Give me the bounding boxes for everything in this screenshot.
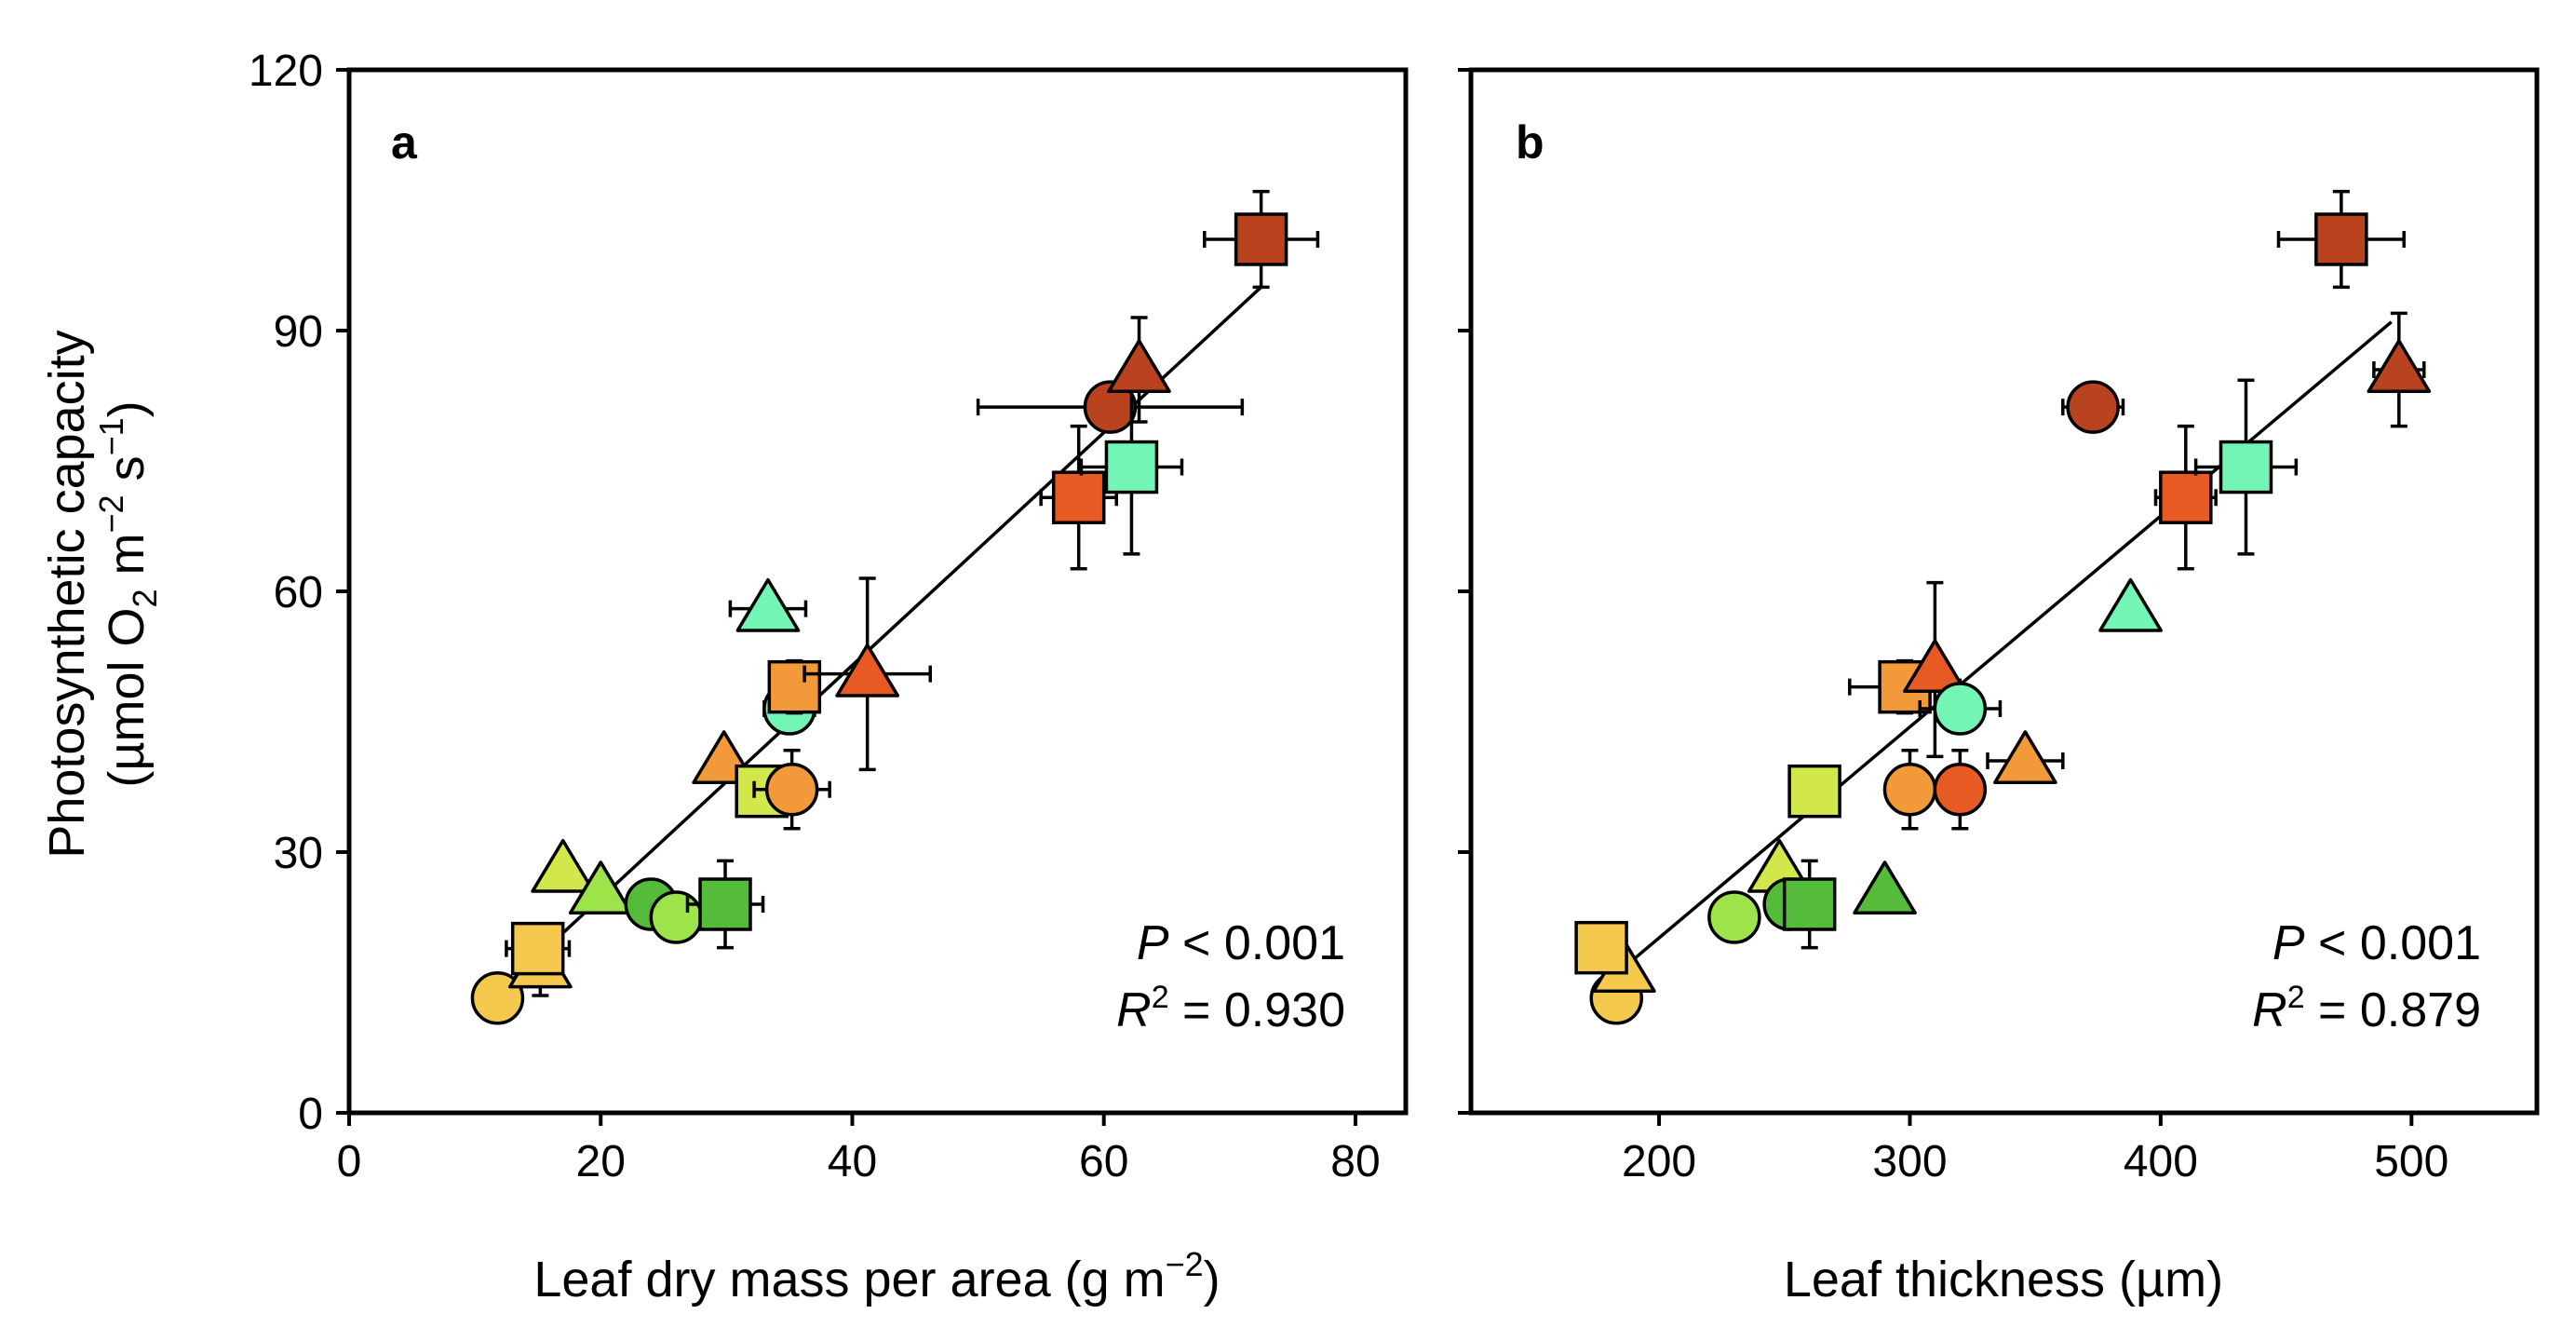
marker-square — [1574, 920, 1628, 975]
panel-b-fit-line — [1615, 320, 2393, 976]
marker-square — [2314, 212, 2368, 266]
panel-a-point-circle — [752, 749, 831, 831]
y-axis-title-line1: Photosynthetic capacity — [39, 330, 95, 858]
panel-b-point-square — [2193, 378, 2299, 556]
marker-triangle — [735, 577, 801, 632]
panel-a-y-tick-label: 30 — [274, 829, 323, 878]
panel-b-x-axis-title: Leaf thickness (µm) — [1784, 1252, 2223, 1307]
panel-a-x-tick-label: 60 — [1079, 1137, 1128, 1186]
marker-square — [1787, 764, 1841, 819]
marker-square — [510, 921, 565, 976]
panel-a-point-triangle — [531, 838, 596, 893]
marker-triangle — [2367, 339, 2432, 394]
marker-square — [1051, 470, 1106, 524]
marker-circle — [1083, 380, 1138, 434]
panel-a-point-square — [1079, 378, 1184, 556]
panel-b-points — [1574, 189, 2432, 1025]
panel-a-point-square — [1203, 189, 1320, 290]
panel-b-point-circle — [2061, 380, 2125, 434]
panel-b-point-triangle — [2098, 577, 2163, 632]
panel-b-point-circle — [1933, 749, 1988, 831]
panel-a-p-value: P < 0.001 — [1137, 916, 1345, 970]
panel-a-point-square — [1039, 424, 1118, 571]
panel-b-ticks: 200 300 400 500 — [1458, 68, 2448, 1186]
marker-circle — [1933, 763, 1988, 817]
marker-square — [698, 877, 752, 931]
panel-b: 200 300 400 500 b P < 0.001 R2 = 0.879 Leaf… — [1458, 67, 2540, 1307]
panel-b-label: b — [1516, 116, 1544, 169]
y-axis-title: Photosynthetic capacity (µmol O2 m−2 s−1… — [39, 330, 164, 858]
marker-circle — [1882, 763, 1937, 817]
marker-triangle — [1853, 860, 1917, 915]
panel-a: 0 30 60 90 120 0 20 40 60 80 a P < 0.001 R2 = 0.9… — [249, 47, 1409, 1307]
panel-a-y-tick-label: 0 — [298, 1090, 323, 1139]
marker-triangle — [1107, 339, 1171, 394]
panel-a-x-axis-title: Leaf dry mass per area (g m−2) — [533, 1245, 1220, 1307]
panel-a-point-triangle — [568, 860, 633, 915]
marker-square — [1104, 440, 1159, 494]
marker-triangle — [1903, 639, 1967, 694]
marker-triangle — [2098, 577, 2163, 632]
marker-triangle — [1993, 730, 2057, 785]
panel-a-point-triangle — [802, 576, 932, 772]
panel-b-point-triangle — [1903, 580, 1967, 759]
panel-b-point-circle — [1918, 682, 2003, 736]
panel-a-y-tick-label: 60 — [274, 568, 323, 617]
panel-b-point-circle — [1882, 749, 1937, 831]
panel-b-point-triangle — [1986, 730, 2065, 785]
panel-b-x-tick-label: 200 — [1622, 1137, 1696, 1186]
panel-a-point-circle — [649, 890, 704, 944]
marker-square — [1234, 212, 1288, 266]
panel-a-point-triangle — [1107, 316, 1171, 424]
marker-square — [2159, 470, 2213, 524]
panel-a-point-circle — [976, 380, 1245, 434]
panel-a-r-squared: R2 = 0.930 — [1116, 980, 1345, 1037]
panel-b-point-square — [1782, 859, 1837, 950]
panel-a-point-square — [767, 658, 822, 715]
marker-triangle — [568, 860, 633, 915]
panel-b-x-tick-label: 400 — [2124, 1137, 2198, 1186]
marker-square — [2219, 440, 2273, 494]
panel-a-x-tick-label: 40 — [828, 1137, 877, 1186]
marker-circle — [1707, 890, 1761, 944]
panel-a-ticks: 0 30 60 90 120 0 20 40 60 80 — [249, 47, 1381, 1186]
y-axis-title-line2: (µmol O2 m−2 s−1) — [92, 400, 164, 787]
panel-b-point-square — [1787, 764, 1841, 819]
panel-a-point-square — [505, 921, 572, 976]
marker-triangle — [835, 643, 900, 698]
panel-b-x-tick-label: 500 — [2374, 1137, 2448, 1186]
panel-b-point-square — [2276, 189, 2406, 290]
panel-b-r-squared: R2 = 0.879 — [2252, 980, 2481, 1037]
panel-b-point-triangle — [2367, 311, 2432, 428]
marker-circle — [649, 890, 704, 944]
panel-b-point-square — [1574, 920, 1628, 975]
panel-a-x-tick-label: 0 — [337, 1137, 362, 1186]
marker-circle — [764, 763, 819, 817]
panel-a-point-square — [685, 859, 765, 950]
panel-a-label: a — [391, 116, 418, 169]
panel-a-x-tick-label: 80 — [1330, 1137, 1380, 1186]
panel-b-regression-line — [1615, 320, 2393, 976]
panel-a-y-tick-label: 90 — [274, 307, 323, 357]
panel-b-x-tick-label: 300 — [1872, 1137, 1947, 1186]
panel-a-point-triangle — [728, 577, 808, 632]
panel-b-point-triangle — [1853, 860, 1917, 915]
marker-circle — [2066, 380, 2120, 434]
marker-square — [1782, 877, 1837, 931]
panel-a-y-tick-label: 120 — [249, 47, 323, 96]
marker-triangle — [531, 838, 596, 893]
panel-b-point-circle — [1707, 890, 1761, 944]
marker-square — [767, 659, 822, 714]
panel-b-point-square — [2153, 424, 2218, 571]
panel-b-p-value: P < 0.001 — [2273, 916, 2481, 970]
panel-a-points — [470, 189, 1320, 1025]
panel-a-x-tick-label: 20 — [576, 1137, 626, 1186]
marker-circle — [1933, 682, 1988, 736]
